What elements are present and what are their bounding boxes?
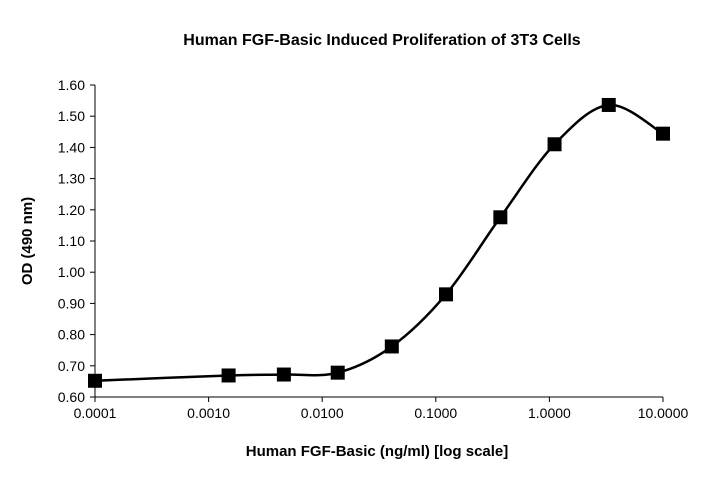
y-tick-label: 0.60 (58, 389, 85, 405)
data-point (276, 367, 291, 382)
y-tick-label: 1.10 (58, 233, 85, 249)
chart-title: Human FGF-Basic Induced Proliferation of… (183, 32, 581, 49)
x-axis: 0.0001 0.0010 0.0100 0.1000 1.0000 10.0000 (74, 396, 689, 421)
x-tick-label: 0.1000 (414, 405, 457, 421)
y-tick-label: 0.80 (58, 327, 85, 343)
y-tick-label: 1.20 (58, 202, 85, 218)
data-point (384, 339, 399, 354)
x-tick-label: 0.0100 (301, 405, 344, 421)
y-tick-label: 0.90 (58, 295, 85, 311)
x-axis-title: Human FGF-Basic (ng/ml) [log scale] (246, 443, 509, 460)
series-line (94, 103, 664, 383)
y-axis: 0.60 0.70 0.80 0.90 1.00 1.10 1.20 1.30 1.40 1.50… (58, 77, 96, 405)
plot-area (88, 97, 670, 388)
data-point (601, 97, 616, 112)
data-point (547, 137, 562, 152)
data-point (656, 126, 670, 141)
y-tick-label: 1.50 (58, 108, 85, 124)
y-axis-title: OD (490 nm) (19, 197, 36, 285)
x-tick-label: 0.0001 (74, 405, 117, 421)
y-tick-label: 1.30 (58, 171, 85, 187)
data-point (221, 368, 236, 383)
data-point (493, 210, 508, 225)
y-tick-label: 1.00 (58, 264, 85, 280)
data-point (439, 287, 454, 302)
y-tick-label: 1.40 (58, 139, 85, 155)
data-point (88, 373, 102, 388)
y-tick-label: 0.70 (58, 358, 85, 374)
y-tick-label: 1.60 (58, 77, 85, 93)
x-tick-label: 0.0010 (187, 405, 230, 421)
x-tick-label: 10.0000 (638, 405, 689, 421)
data-point (330, 365, 345, 380)
x-tick-label: 1.0000 (528, 405, 571, 421)
